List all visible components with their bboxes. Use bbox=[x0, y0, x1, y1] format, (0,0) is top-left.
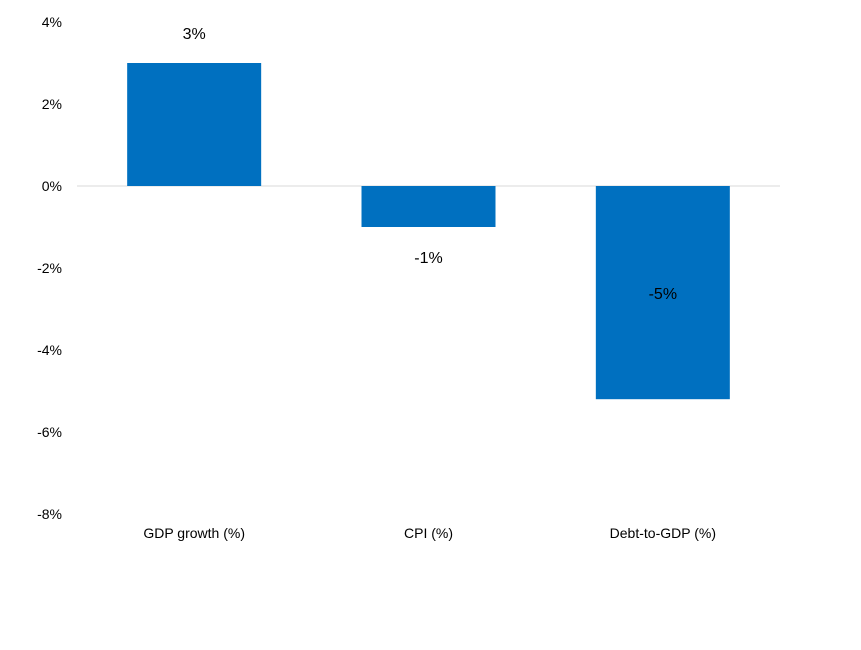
y-tick-label: -2% bbox=[37, 260, 62, 276]
bars-group bbox=[127, 63, 730, 400]
data-labels-group: 3% -1% -5% bbox=[183, 26, 677, 303]
category-label: CPI (%) bbox=[404, 525, 453, 541]
bar bbox=[595, 186, 730, 400]
bar bbox=[127, 63, 262, 186]
category-label: GDP growth (%) bbox=[143, 525, 245, 541]
category-label: Debt-to-GDP (%) bbox=[610, 525, 716, 541]
y-tick-label: 0% bbox=[42, 178, 62, 194]
y-tick-label: -4% bbox=[37, 342, 62, 358]
category-labels-group: GDP growth (%) CPI (%) Debt-to-GDP (%) bbox=[143, 525, 716, 541]
bar-data-label: 3% bbox=[183, 26, 206, 43]
bar-data-label: -5% bbox=[649, 286, 677, 303]
y-tick-label: 2% bbox=[42, 96, 62, 112]
y-tick-label: 4% bbox=[42, 14, 62, 30]
y-axis-ticks: 4% 2% 0% -2% -4% -6% -8% bbox=[37, 14, 62, 522]
bar bbox=[361, 186, 496, 227]
y-tick-label: -6% bbox=[37, 424, 62, 440]
bar-data-label: -1% bbox=[414, 250, 442, 267]
y-tick-label: -8% bbox=[37, 506, 62, 522]
